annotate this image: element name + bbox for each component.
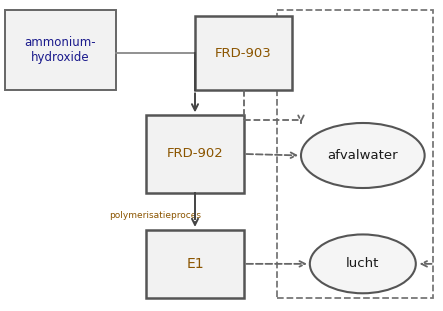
Text: FRD-903: FRD-903 xyxy=(215,47,272,60)
Text: afvalwater: afvalwater xyxy=(327,149,398,162)
FancyBboxPatch shape xyxy=(147,115,244,193)
Bar xyxy=(277,10,433,298)
Text: lucht: lucht xyxy=(346,258,380,270)
FancyBboxPatch shape xyxy=(147,230,244,298)
Text: ammonium-
hydroxide: ammonium- hydroxide xyxy=(24,36,96,64)
Ellipse shape xyxy=(301,123,425,188)
FancyBboxPatch shape xyxy=(5,10,116,91)
Text: FRD-902: FRD-902 xyxy=(167,147,223,160)
Ellipse shape xyxy=(310,234,416,293)
Text: E1: E1 xyxy=(186,257,204,271)
Text: polymerisatieproces: polymerisatieproces xyxy=(109,211,201,220)
FancyBboxPatch shape xyxy=(195,16,292,91)
